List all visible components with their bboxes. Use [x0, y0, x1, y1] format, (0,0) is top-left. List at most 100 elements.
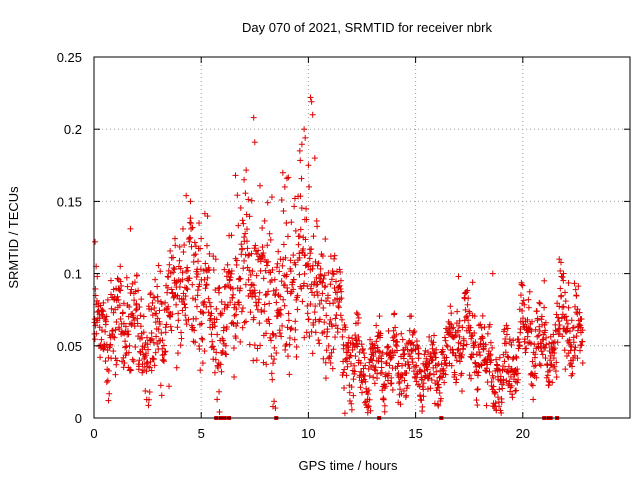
data-point [194, 292, 201, 299]
data-point [222, 350, 229, 357]
x-tick-label: 0 [90, 426, 97, 441]
data-point [507, 373, 514, 380]
y-tick-label: 0.2 [64, 122, 82, 137]
data-point [508, 382, 515, 389]
data-point [493, 356, 500, 363]
data-point [131, 317, 138, 324]
data-point [173, 301, 180, 308]
data-point [147, 336, 154, 343]
data-point [273, 264, 280, 271]
data-point [170, 269, 177, 276]
data-point [330, 346, 337, 353]
data-point [475, 369, 482, 376]
data-point [568, 343, 575, 350]
data-point [276, 327, 283, 334]
data-point [397, 386, 404, 393]
data-point [99, 307, 106, 314]
data-point [257, 182, 264, 189]
data-point [350, 392, 357, 399]
data-point [269, 330, 276, 337]
data-point [155, 326, 162, 333]
data-point [415, 350, 422, 357]
data-point [277, 311, 284, 318]
data-point [276, 310, 283, 317]
chart-title: Day 070 of 2021, SRMTID for receiver nbr… [242, 20, 492, 35]
data-point [399, 336, 406, 343]
data-point [451, 371, 458, 378]
data-point [156, 321, 163, 328]
data-point [473, 397, 480, 404]
data-point [542, 355, 549, 362]
data-point [515, 376, 522, 383]
data-point [110, 309, 117, 316]
data-point [293, 344, 300, 351]
data-point [526, 339, 533, 346]
data-point [150, 356, 157, 363]
data-point [329, 270, 336, 277]
data-point [154, 283, 161, 290]
data-point [320, 304, 327, 311]
data-point [261, 217, 268, 224]
data-point [333, 278, 340, 285]
data-point [560, 303, 567, 310]
data-point [366, 372, 373, 379]
data-point [551, 345, 558, 352]
data-point [228, 267, 235, 274]
data-point [280, 296, 287, 303]
data-point [553, 374, 560, 381]
data-point [533, 308, 540, 315]
data-point [285, 317, 292, 324]
data-point [505, 354, 512, 361]
data-point [209, 338, 216, 345]
data-point [162, 299, 169, 306]
data-point [203, 281, 210, 288]
data-point [195, 258, 202, 265]
data-point [301, 126, 308, 133]
data-point [304, 302, 311, 309]
data-point [576, 347, 583, 354]
data-point [159, 337, 166, 344]
data-point [550, 331, 557, 338]
data-point [348, 406, 355, 413]
data-point [255, 296, 262, 303]
data-point [465, 295, 472, 302]
data-point [123, 274, 130, 281]
data-point [552, 327, 559, 334]
data-point [184, 264, 191, 271]
data-point [269, 266, 276, 273]
data-point [381, 402, 388, 409]
data-point [532, 326, 539, 333]
data-point [565, 304, 572, 311]
data-point [352, 353, 359, 360]
data-point [171, 235, 178, 242]
data-point [317, 265, 324, 272]
data-point [574, 306, 581, 313]
data-point [382, 383, 389, 390]
data-point [198, 235, 205, 242]
data-point [518, 281, 525, 288]
data-point [403, 385, 410, 392]
data-point [446, 329, 453, 336]
data-point [337, 285, 344, 292]
data-point [122, 338, 129, 345]
data-point [117, 315, 124, 322]
data-point [179, 269, 186, 276]
data-point [370, 362, 377, 369]
data-point [181, 242, 188, 249]
data-point [100, 299, 107, 306]
data-point [129, 356, 136, 363]
data-point [292, 227, 299, 234]
data-point [283, 175, 290, 182]
data-point [199, 309, 206, 316]
data-point [122, 344, 129, 351]
data-point [137, 312, 144, 319]
data-point [399, 362, 406, 369]
data-point [151, 294, 158, 301]
data-point [128, 286, 135, 293]
data-point [161, 351, 168, 358]
data-point [570, 339, 577, 346]
data-point [210, 253, 217, 260]
data-point [157, 268, 164, 275]
data-point [337, 312, 344, 319]
data-point [312, 258, 319, 265]
